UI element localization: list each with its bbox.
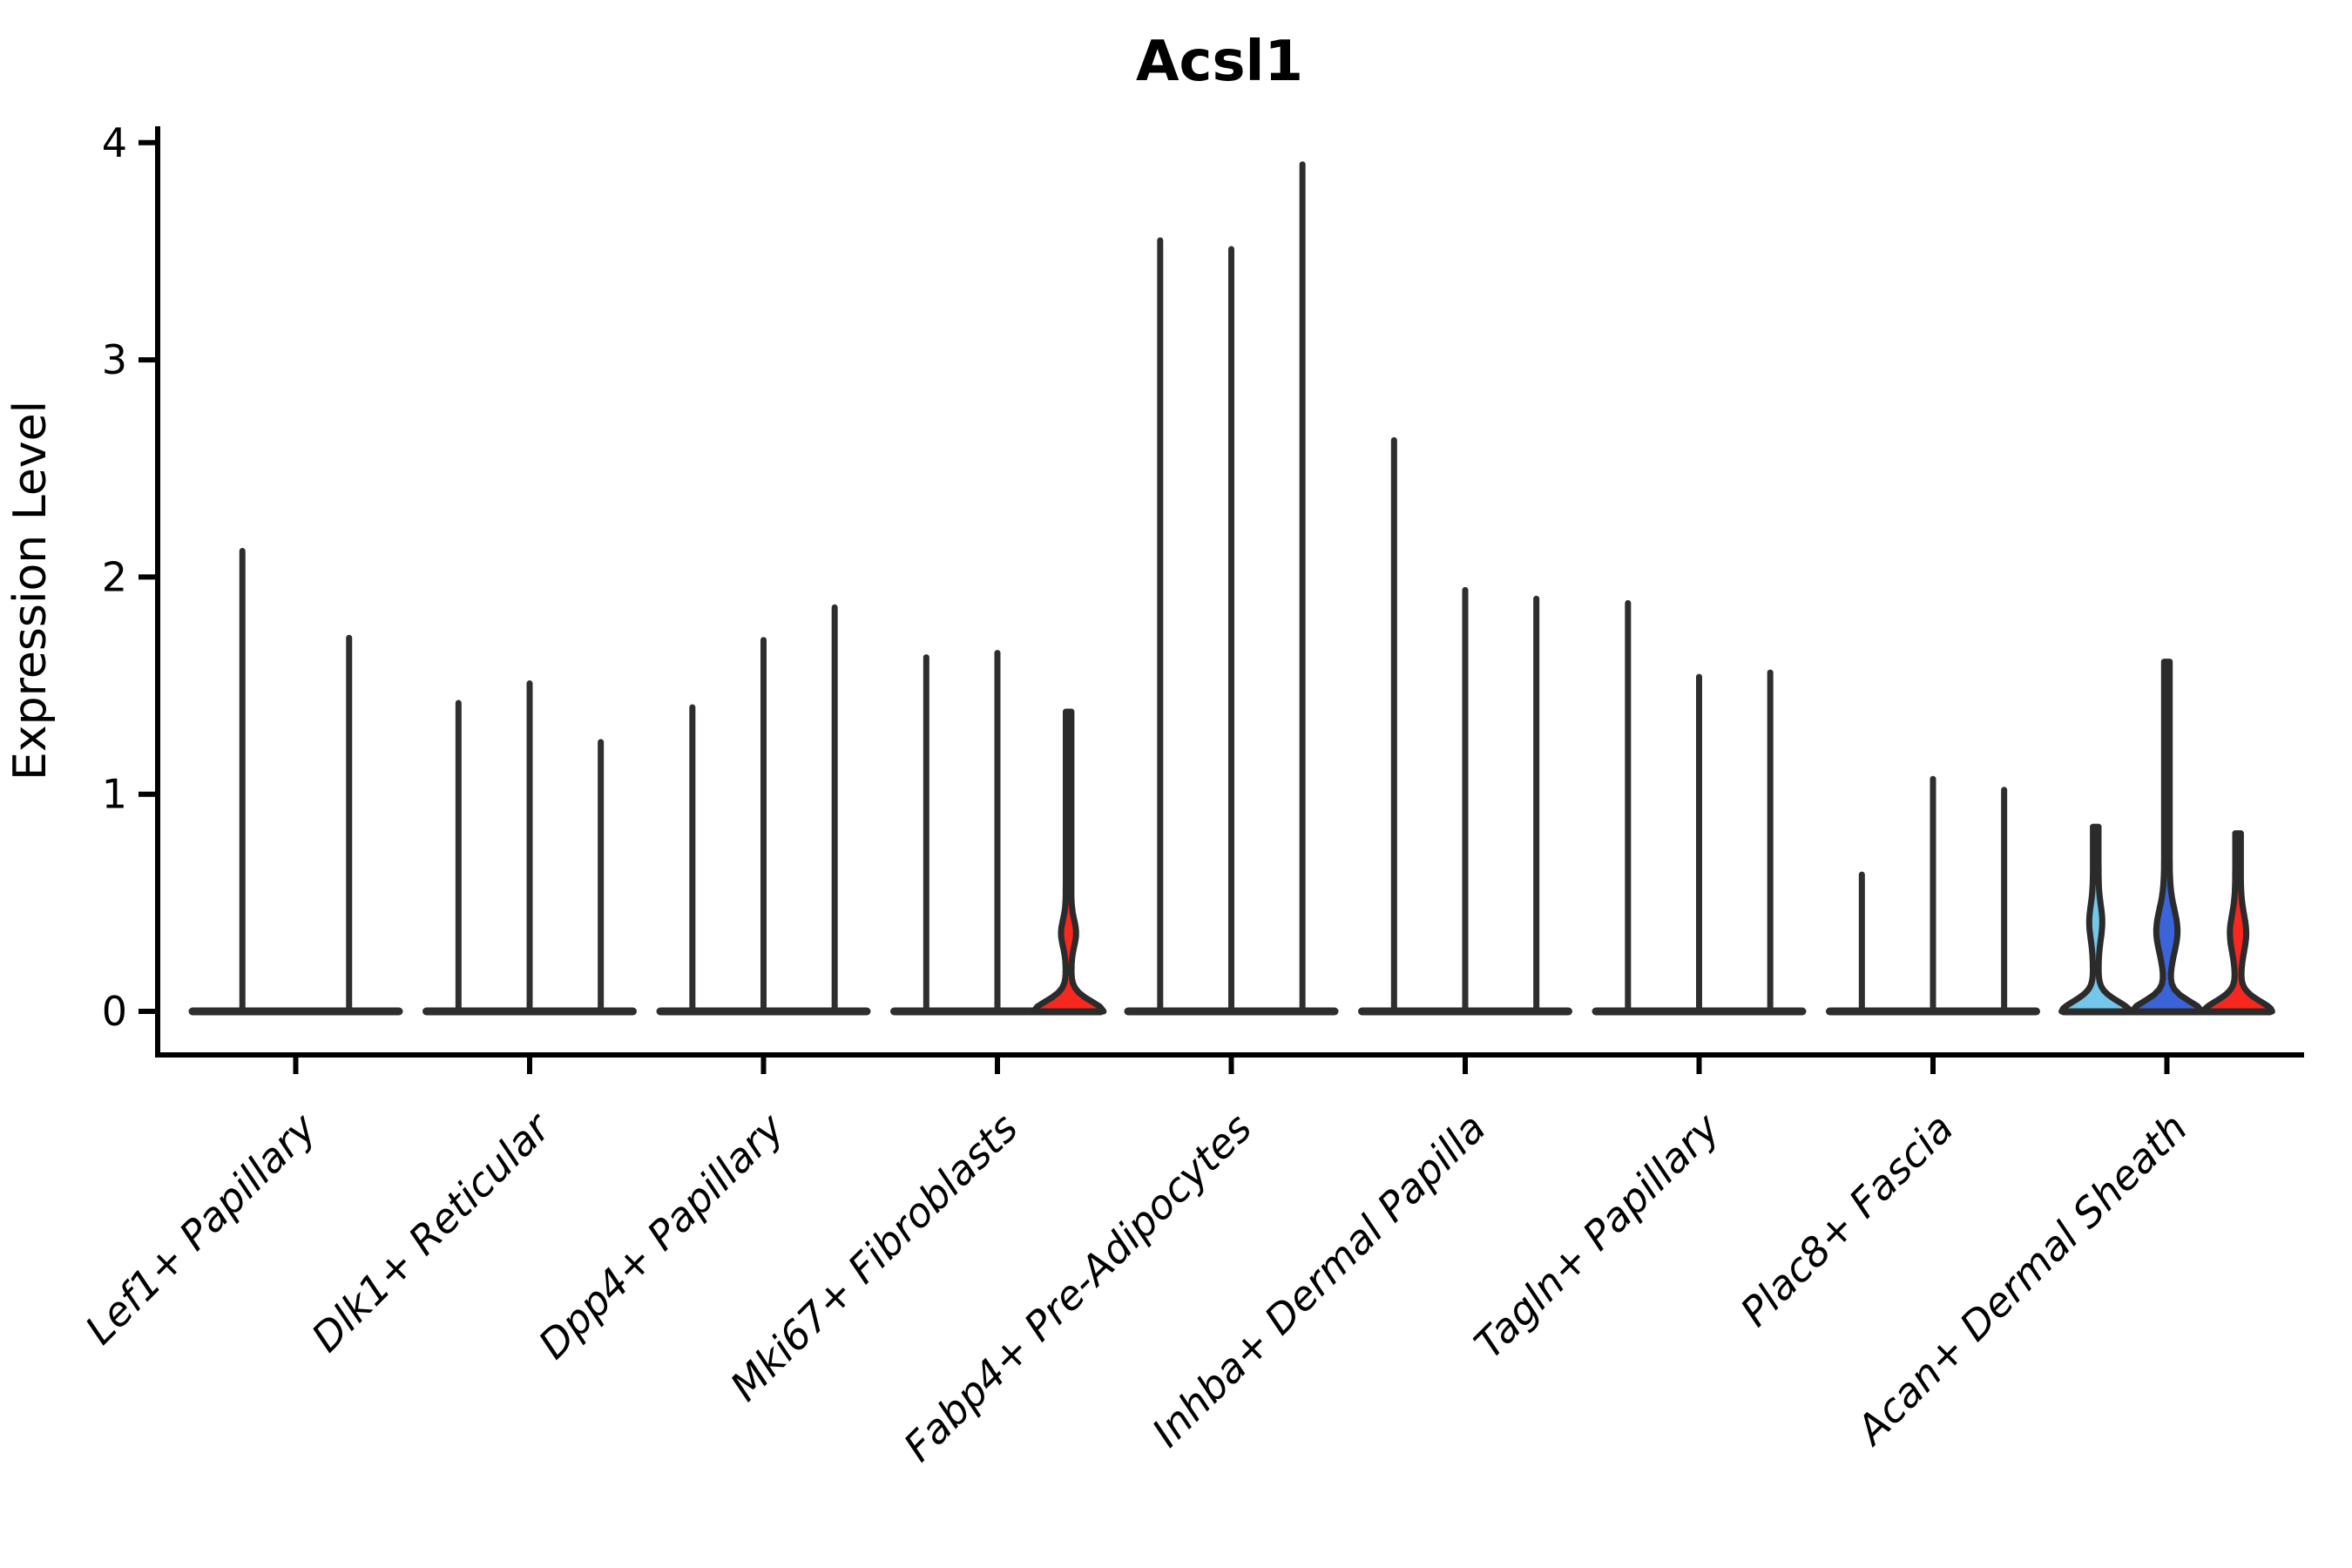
y-tick-label: 3 bbox=[102, 336, 127, 383]
x-tick-label: Tagln+ Papillary bbox=[1465, 1104, 1729, 1368]
y-tick-label: 4 bbox=[102, 119, 127, 166]
y-axis-label: Expression Level bbox=[4, 401, 57, 781]
y-tick-label: 1 bbox=[102, 771, 127, 818]
y-tick-label: 2 bbox=[102, 553, 127, 600]
x-tick-label: Dpp4+ Papillary bbox=[530, 1104, 794, 1368]
chart-title: Acsl1 bbox=[1136, 30, 1303, 94]
violin-body bbox=[2128, 659, 2206, 1015]
violin-group bbox=[1826, 775, 2040, 1016]
violin-body bbox=[2200, 830, 2275, 1015]
x-tick-label: Dlk1+ Reticular bbox=[302, 1102, 561, 1361]
x-tick-label: Plac8+ Fascia bbox=[1731, 1105, 1962, 1335]
violin-group bbox=[1124, 161, 1339, 1016]
violin-group bbox=[188, 547, 403, 1016]
violin-group bbox=[656, 604, 871, 1016]
violin-group bbox=[890, 650, 1107, 1016]
y-tick-label: 0 bbox=[102, 988, 127, 1035]
violins-layer bbox=[188, 161, 2275, 1016]
violin-group bbox=[1358, 436, 1572, 1016]
violin-group bbox=[2058, 659, 2275, 1016]
axes: 0 1 2 3 4 bbox=[102, 119, 2304, 1074]
violin-body bbox=[1031, 708, 1107, 1015]
x-tick-label: Lef1+ Papillary bbox=[76, 1104, 325, 1353]
violin-group bbox=[422, 680, 637, 1016]
violin-group bbox=[1592, 599, 1807, 1016]
violin-body bbox=[2058, 823, 2133, 1015]
